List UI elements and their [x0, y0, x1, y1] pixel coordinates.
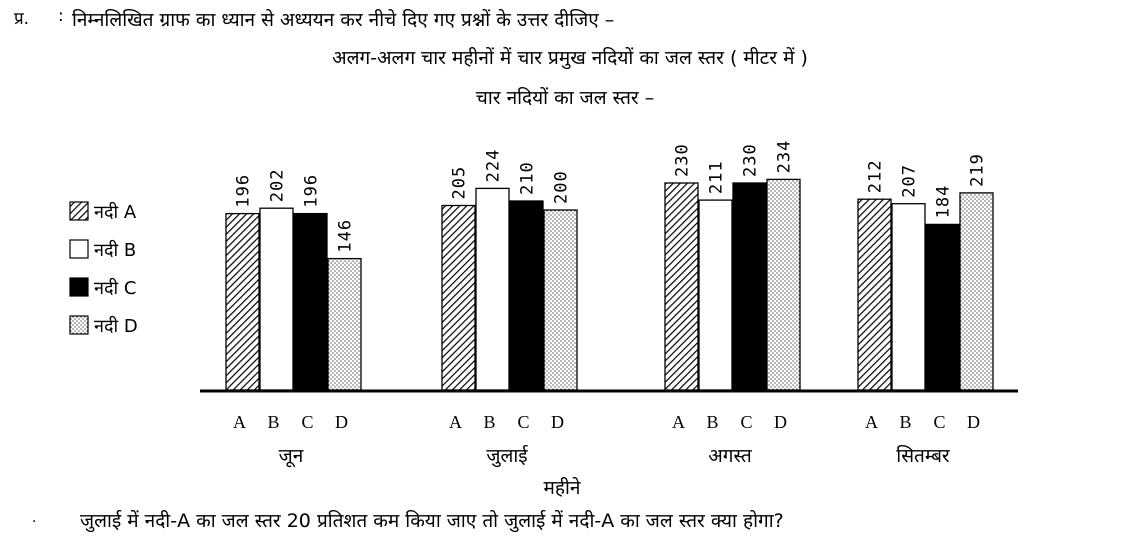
- data-label: 210: [518, 161, 538, 195]
- data-label: 146: [336, 219, 356, 253]
- legend-swatch: [69, 201, 89, 221]
- legend-swatch: [69, 277, 89, 297]
- bar-b-4: [891, 203, 926, 391]
- question-marker: .: [32, 510, 37, 526]
- data-label: 184: [934, 185, 954, 219]
- bar-b-3: [698, 199, 733, 391]
- data-label: 224: [484, 149, 504, 183]
- bar-d-3: [766, 178, 801, 391]
- instruction-text: निम्नलिखित ग्राफ का ध्यान से अध्ययन कर न…: [72, 9, 615, 31]
- bar-letter-label: A: [449, 412, 462, 432]
- bar-a-1: [225, 212, 260, 391]
- bar-letter-label: B: [267, 412, 279, 432]
- bar-letter-label: D: [774, 412, 787, 432]
- month-label: अगस्त: [708, 445, 753, 467]
- bar-b-2: [475, 187, 510, 391]
- data-label: 230: [741, 143, 761, 177]
- bar-a-3: [664, 182, 699, 391]
- legend-label: नदी B: [94, 239, 136, 261]
- question-colon: :: [58, 6, 64, 26]
- bar-letter-label: C: [740, 412, 752, 432]
- bar-letter-label: C: [301, 412, 313, 432]
- chart-title: चार नदियों का जल स्तर –: [475, 87, 655, 109]
- bar-letter-label: A: [672, 412, 685, 432]
- bar-a-2: [441, 204, 476, 391]
- bar-b-1: [259, 207, 294, 391]
- data-label: 212: [866, 159, 886, 193]
- question-prefix: प्र.: [14, 9, 30, 29]
- month-label: सितम्बर: [896, 444, 951, 467]
- bar-c-2: [509, 200, 544, 391]
- bar-letter-label: A: [233, 412, 246, 432]
- bar-a-4: [857, 198, 892, 391]
- bar-letter-label: A: [865, 412, 878, 432]
- data-label: 211: [707, 160, 727, 194]
- bar-c-3: [732, 182, 767, 391]
- bar-d-2: [543, 209, 578, 391]
- bar-d-1: [327, 257, 362, 391]
- legend-label: नदी A: [94, 201, 137, 223]
- legend-swatch: [69, 239, 89, 259]
- month-label: जुलाई: [486, 444, 528, 468]
- bar-letter-label: C: [933, 412, 945, 432]
- bar-letter-label: C: [517, 412, 529, 432]
- legend-label: नदी C: [94, 277, 137, 299]
- data-label: 205: [450, 166, 470, 200]
- data-label: 234: [775, 140, 795, 174]
- bar-letter-label: D: [967, 412, 980, 432]
- data-label: 202: [268, 168, 288, 202]
- question-text: जुलाई में नदी-A का जल स्तर 20 प्रतिशत कम…: [80, 510, 784, 532]
- data-label: 207: [900, 164, 920, 198]
- month-label: जून: [279, 445, 304, 468]
- bar-letter-label: D: [551, 412, 564, 432]
- data-label: 200: [552, 170, 572, 204]
- bar-c-1: [293, 212, 328, 391]
- legend: नदी A नदी B नदी C नदी D: [69, 201, 138, 337]
- bar-c-4: [925, 223, 960, 391]
- data-label: 196: [234, 174, 254, 208]
- chart-subtitle: अलग-अलग चार महीनों में चार प्रमुख नदियों…: [332, 47, 808, 69]
- data-label: 219: [968, 153, 988, 187]
- bar-letter-label: D: [335, 412, 348, 432]
- legend-swatch: [69, 315, 89, 335]
- bar-letter-label: B: [899, 412, 911, 432]
- bar-letter-label: B: [483, 412, 495, 432]
- bar-d-4: [959, 192, 994, 391]
- x-axis-label: महीने: [544, 476, 581, 499]
- data-label: 230: [673, 143, 693, 177]
- legend-label: नदी D: [94, 315, 138, 337]
- bar-letter-label: B: [706, 412, 718, 432]
- data-label: 196: [302, 174, 322, 208]
